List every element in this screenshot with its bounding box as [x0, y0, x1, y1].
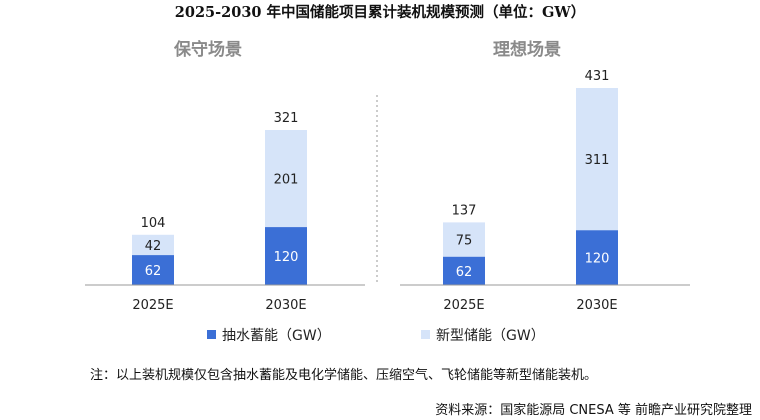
- legend-swatch: [207, 330, 216, 339]
- x-tick-label: 2030E: [576, 298, 617, 313]
- x-tick-label: 2025E: [132, 298, 173, 313]
- chart-source: 资料来源：国家能源局 CNESA 等 前瞻产业研究院整理: [435, 402, 752, 418]
- bar-pumped-storage-2025E: [443, 256, 485, 285]
- data-label: 42: [145, 239, 162, 254]
- bar-new-storage-2025E: [443, 222, 485, 257]
- bar-pumped-storage-2030E: [265, 227, 307, 285]
- total-label: 431: [585, 69, 610, 84]
- panel-ideal: 理想场景 62 75 137 2025E 120 311 431 2030E: [400, 39, 690, 313]
- data-label: 311: [585, 153, 610, 168]
- x-tick-label: 2025E: [443, 298, 484, 313]
- panel-title: 保守场景: [173, 39, 242, 60]
- bar-pumped-storage-2030E: [576, 230, 618, 285]
- bar-new-storage-2030E: [576, 88, 618, 231]
- chart-note: 注：以上装机规模仅包含抽水蓄能及电化学储能、压缩空气、飞轮储能等新型储能装机。: [90, 367, 597, 383]
- legend-label: 抽水蓄能（GW）: [222, 328, 331, 344]
- data-label: 120: [274, 250, 299, 265]
- data-label: 62: [456, 265, 473, 280]
- legend-label: 新型储能（GW）: [436, 328, 545, 344]
- data-label: 120: [585, 252, 610, 267]
- data-label: 201: [274, 173, 299, 188]
- total-label: 321: [274, 111, 299, 126]
- x-tick-label: 2030E: [265, 298, 306, 313]
- legend-swatch: [421, 330, 430, 339]
- panel-conservative: 保守场景 62 42 104 2025E 120 201 321 2030E: [85, 39, 365, 313]
- chart-legend: 抽水蓄能（GW） 新型储能（GW）: [207, 328, 545, 344]
- data-label: 62: [145, 264, 162, 279]
- bar-pumped-storage-2025E: [132, 255, 174, 285]
- panel-title: 理想场景: [493, 39, 561, 60]
- total-label: 137: [452, 203, 477, 218]
- bar-new-storage-2030E: [265, 130, 307, 228]
- total-label: 104: [141, 216, 166, 231]
- data-label: 75: [456, 234, 473, 249]
- bar-new-storage-2025E: [132, 234, 174, 256]
- chart-title: 2025-2030 年中国储能项目累计装机规模预测（单位：GW）: [175, 3, 585, 21]
